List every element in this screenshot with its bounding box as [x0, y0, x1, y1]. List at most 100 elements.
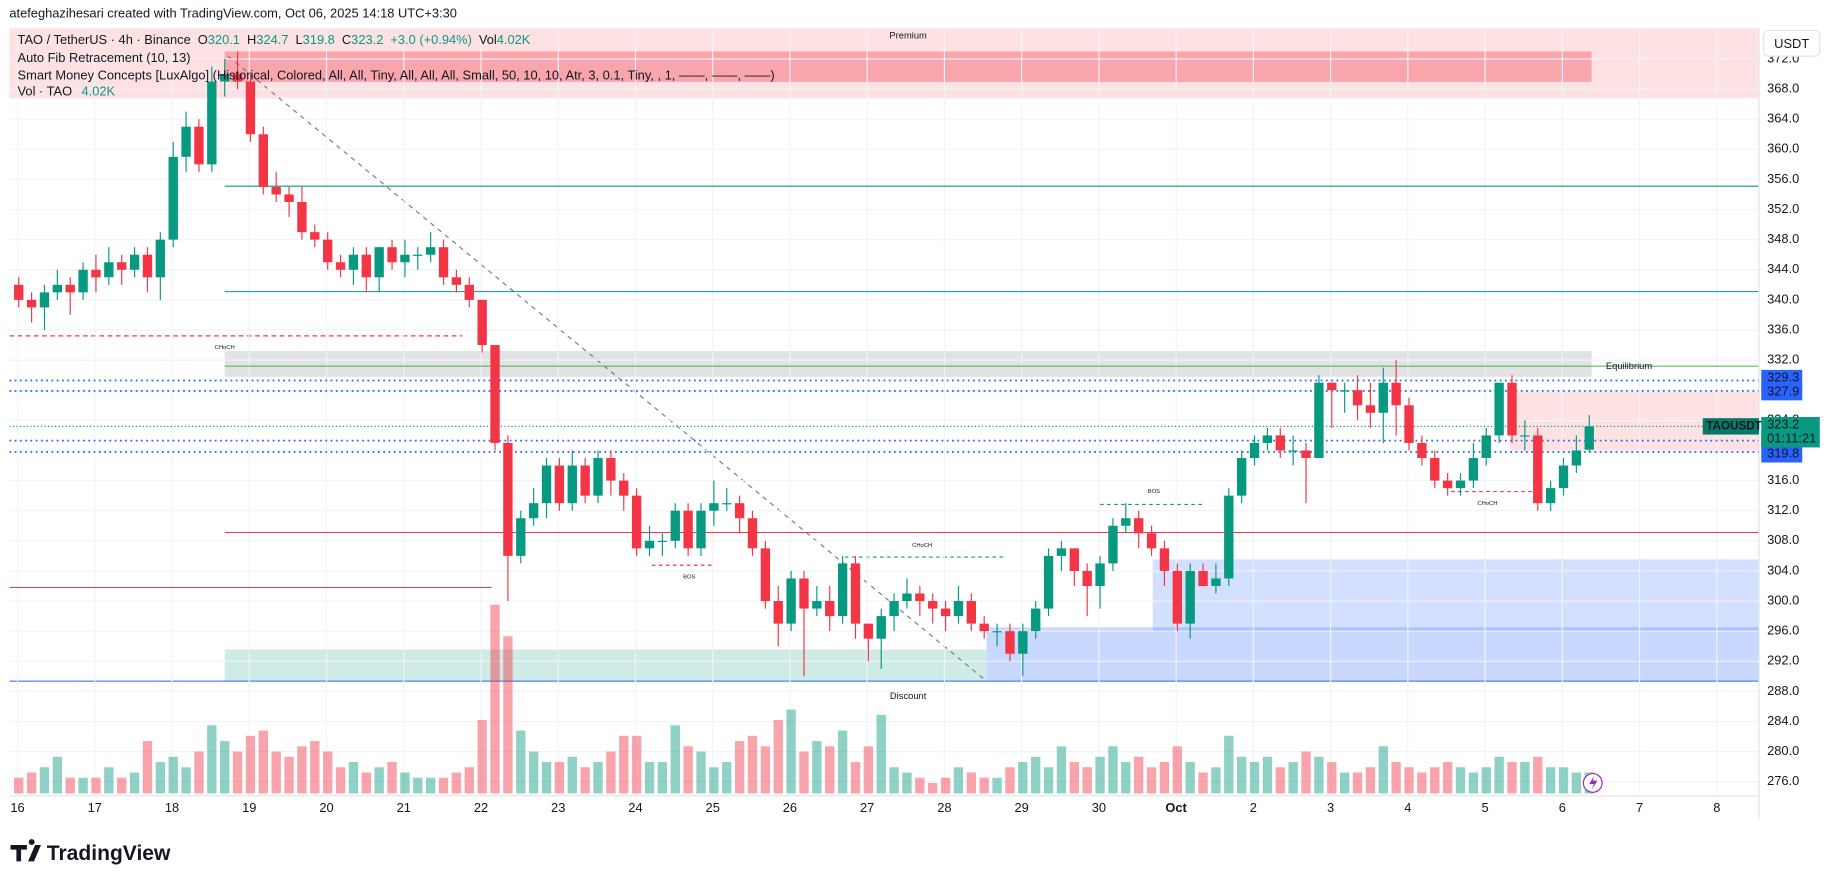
volume-bar: [1095, 756, 1105, 794]
legend-close: 323.2: [351, 32, 383, 47]
currency-button[interactable]: [1763, 29, 1821, 57]
alert-icon-glyph: [1589, 775, 1598, 790]
volume-bar: [271, 751, 281, 794]
volume-bar: [619, 735, 629, 794]
legend-change: +3.0 (+0.94%): [390, 32, 471, 47]
currency-label[interactable]: USDT: [1774, 36, 1809, 51]
volume-bar: [374, 767, 384, 794]
candle-body: [284, 194, 294, 203]
volume-bar: [52, 756, 63, 794]
y-tick-label: 348.0: [1767, 231, 1799, 246]
volume-bar: [606, 751, 616, 794]
volume-bar: [1211, 767, 1221, 794]
candle-body: [1146, 533, 1157, 549]
volume-bar: [1417, 772, 1427, 794]
x-tick-label: 29: [1014, 800, 1028, 815]
volume-bar: [284, 756, 294, 794]
volume-bar: [310, 741, 320, 794]
candle-body: [734, 503, 745, 519]
volume-bar: [1468, 772, 1479, 794]
candle-body: [786, 578, 796, 624]
volume-bar: [541, 762, 552, 794]
annotation: Equilibrium: [1606, 361, 1652, 371]
x-tick-label: 4: [1404, 800, 1411, 815]
candle-body: [657, 540, 668, 542]
y-tick-label: 316.0: [1767, 472, 1799, 487]
candle-body: [1275, 435, 1285, 451]
volume-bar: [1031, 756, 1041, 794]
candle-body: [812, 601, 822, 609]
volume-bar: [1391, 762, 1401, 794]
volume-bar: [78, 777, 88, 794]
x-tick-label: 22: [474, 800, 488, 815]
volume-bar: [348, 762, 359, 794]
candle-body: [1031, 608, 1041, 632]
candle-body: [1082, 570, 1092, 586]
volume-bar: [464, 767, 474, 794]
candle-body: [1417, 442, 1427, 458]
volume-bar: [825, 746, 835, 794]
candle-body: [129, 254, 140, 270]
candle-body: [425, 247, 436, 255]
price-axis: 276.0280.0284.0288.0292.0296.0300.0304.0…: [10, 50, 1799, 815]
candle-body: [1545, 488, 1556, 504]
volume-bar: [709, 767, 719, 794]
candle-body: [1005, 631, 1015, 654]
y-tick-label: 360.0: [1767, 141, 1799, 156]
volume-bar: [1430, 767, 1440, 794]
annotation: CHoCH: [1477, 501, 1497, 507]
volume-bar: [1224, 735, 1234, 794]
zones: [9, 28, 1759, 682]
legend-vol-label: Vol: [479, 32, 497, 47]
volume-bar: [490, 604, 500, 794]
volume-bar: [1069, 762, 1079, 794]
candle-body: [528, 503, 539, 519]
candle-body: [799, 578, 809, 609]
volume-bar: [915, 777, 925, 794]
volume-bar: [258, 730, 268, 794]
brand-name: TradingView: [47, 842, 171, 865]
annotation: BOS: [1148, 489, 1160, 495]
candle-body: [541, 465, 552, 504]
candle-body: [1043, 555, 1054, 609]
candle-body: [580, 465, 590, 496]
volume-bar: [902, 772, 912, 794]
volume-bar: [1185, 762, 1195, 794]
volume-bar: [207, 725, 217, 794]
candle-body: [413, 254, 423, 256]
candle-body: [1442, 480, 1453, 489]
candle-body: [155, 239, 166, 278]
volume-bar: [657, 762, 668, 794]
candle-body: [1584, 426, 1594, 450]
candle-body: [850, 563, 861, 624]
volume-bar: [580, 767, 590, 794]
volume-bar: [992, 777, 1002, 794]
x-tick-label: 8: [1713, 800, 1720, 815]
candle-body: [1134, 518, 1144, 534]
volume-bar: [400, 772, 410, 794]
volume-bar: [1481, 767, 1491, 794]
candle-body: [915, 593, 925, 602]
volume-bar: [773, 720, 783, 794]
volume-bar: [1159, 762, 1170, 794]
legend-o: O: [198, 32, 208, 47]
order-block: [224, 51, 1592, 82]
y-tick-label: 296.0: [1767, 623, 1799, 638]
volume-bar: [297, 746, 307, 794]
candle-body: [1018, 631, 1028, 654]
candle-body: [1494, 382, 1504, 436]
candle-body: [387, 247, 397, 263]
candle-body: [348, 254, 359, 270]
volume-bar: [194, 751, 204, 794]
candle-body: [1339, 390, 1350, 392]
volume-bar: [39, 767, 50, 794]
price-tag: [1761, 446, 1803, 463]
candle-body: [1365, 405, 1376, 413]
volume-bar: [1082, 767, 1092, 794]
volume-bar: [1172, 746, 1182, 794]
candle-body: [889, 601, 899, 617]
candle-body: [464, 284, 474, 300]
annotation: BOS: [683, 575, 695, 581]
volume-bar: [979, 777, 989, 794]
